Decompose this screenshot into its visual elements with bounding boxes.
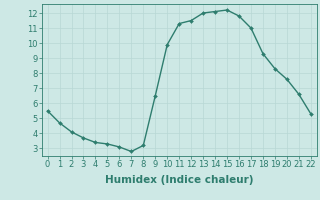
X-axis label: Humidex (Indice chaleur): Humidex (Indice chaleur) — [105, 175, 253, 185]
